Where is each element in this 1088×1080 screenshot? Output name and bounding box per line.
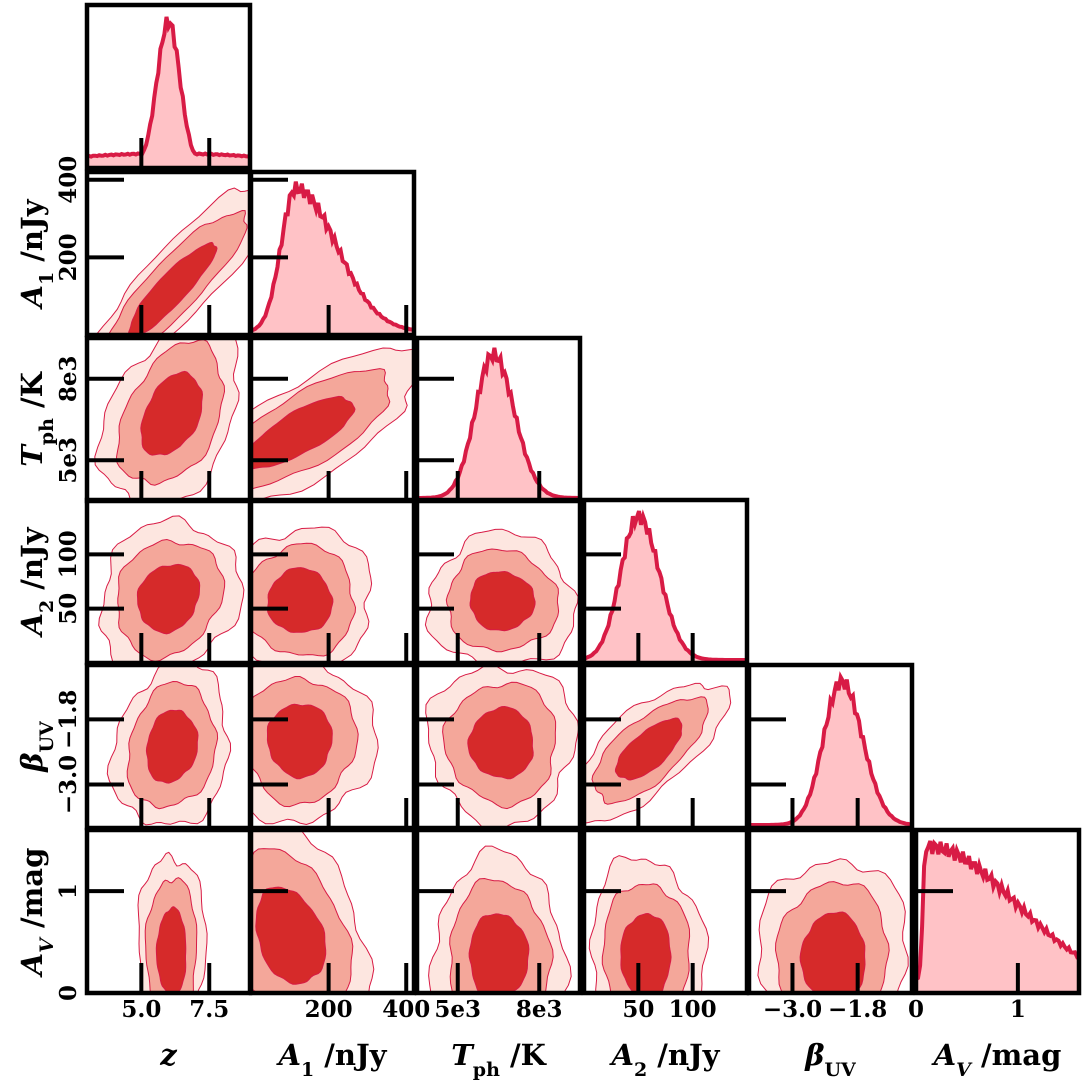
panel-betaUV-A1 — [248, 662, 417, 831]
panel-betaUV-A2 — [581, 662, 750, 831]
panel-AV-Tph — [414, 827, 583, 996]
x-tick-label: 5e3 — [434, 996, 481, 1023]
panel-Tph-z — [84, 335, 253, 504]
x-tick-label: 50 — [622, 996, 654, 1023]
contour-1σ — [145, 709, 199, 784]
contour-1σ — [467, 705, 534, 780]
panel-betaUV-Tph — [414, 662, 583, 831]
panel-AV-A2 — [581, 827, 750, 996]
y-tick-label: −3.0 — [55, 755, 82, 814]
panel-frame — [746, 827, 915, 996]
y-axis-label-A2: A2 /nJy — [15, 526, 58, 638]
hist-line-z — [87, 16, 250, 159]
y-tick-label: 200 — [55, 233, 82, 281]
hist-line-A2 — [584, 509, 747, 662]
hist-fill-A2 — [584, 511, 747, 663]
y-tick-label: 100 — [55, 530, 82, 578]
hist-fill-z — [87, 16, 250, 168]
y-tick-label: 5e3 — [55, 437, 82, 484]
panel-A2-Tph — [414, 497, 583, 666]
x-axis-label-z: z — [159, 1038, 177, 1072]
panel-A2-A1 — [248, 497, 417, 666]
hist-fill-betaUV — [749, 677, 912, 828]
x-tick-label: 0 — [908, 996, 924, 1023]
panel-frame — [913, 827, 1082, 996]
hist-fill-Tph — [417, 347, 580, 501]
x-tick-label: 7.5 — [189, 996, 229, 1023]
contour-1σ — [614, 717, 683, 781]
hist-fill-A1 — [251, 181, 414, 335]
y-axis-label-Tph: Tph /K — [15, 370, 58, 466]
panel-frame — [414, 827, 583, 996]
hist-line-A1 — [251, 181, 414, 333]
hist-line-AV — [916, 838, 1079, 981]
x-axis-label-Tph: Tph /K — [451, 1038, 547, 1080]
x-axis-label-betaUV: βUV — [804, 1038, 857, 1080]
x-tick-label: 200 — [305, 996, 353, 1023]
contour-1σ — [136, 563, 201, 635]
contour-1σ — [266, 567, 334, 633]
x-tick-label: 100 — [669, 996, 717, 1023]
y-axis-label-AV: AV /mag — [15, 848, 58, 979]
y-tick-label: −1.8 — [55, 690, 82, 749]
hist-fill-AV — [916, 841, 1079, 993]
x-axis-label-A1: A1 /nJy — [275, 1038, 387, 1080]
x-tick-label: 5.0 — [121, 996, 161, 1023]
panel-betaUV-z — [84, 662, 253, 831]
hist-line-Tph — [417, 347, 580, 500]
panel-AV-A1 — [248, 827, 417, 996]
panel-frame — [248, 169, 417, 338]
y-tick-label: 8e3 — [55, 355, 82, 402]
panel-Tph-Tph — [414, 335, 583, 504]
contour-1σ — [255, 886, 327, 985]
panel-frame — [84, 2, 253, 171]
x-tick-label: 400 — [382, 996, 430, 1023]
y-axis-label-betaUV: βUV — [15, 720, 58, 773]
panel-frame — [248, 827, 417, 996]
y-tick-label: 400 — [55, 156, 82, 204]
panel-A1-A1 — [248, 169, 417, 338]
contour-1σ — [469, 570, 536, 632]
panel-A2-z — [84, 497, 253, 666]
panel-z-z — [84, 2, 253, 171]
y-axis-label-A1: A1 /nJy — [15, 198, 58, 310]
x-axis-label-AV: AV /mag — [931, 1038, 1062, 1080]
y-tick-label: 50 — [55, 593, 82, 625]
contour-1σ — [251, 395, 356, 470]
x-tick-label: −1.8 — [828, 996, 887, 1023]
panel-betaUV-betaUV — [746, 662, 915, 831]
x-tick-label: 1 — [1010, 996, 1026, 1023]
y-tick-label: 1 — [55, 883, 82, 899]
hist-line-betaUV — [749, 671, 912, 827]
x-tick-label: 8e3 — [516, 996, 563, 1023]
contour-1σ — [266, 703, 333, 780]
panel-AV-z — [84, 827, 253, 996]
x-tick-label: −3.0 — [763, 996, 822, 1023]
y-tick-label: 0 — [55, 985, 82, 1001]
panel-Tph-A1 — [248, 335, 417, 504]
contour-1σ — [799, 911, 866, 993]
panel-AV-betaUV — [746, 827, 915, 996]
contour-1σ — [620, 912, 672, 993]
contour-1σ — [140, 370, 204, 456]
panel-AV-AV — [913, 827, 1082, 996]
panel-A2-A2 — [581, 497, 750, 666]
x-axis-label-A2: A2 /nJy — [608, 1038, 720, 1080]
